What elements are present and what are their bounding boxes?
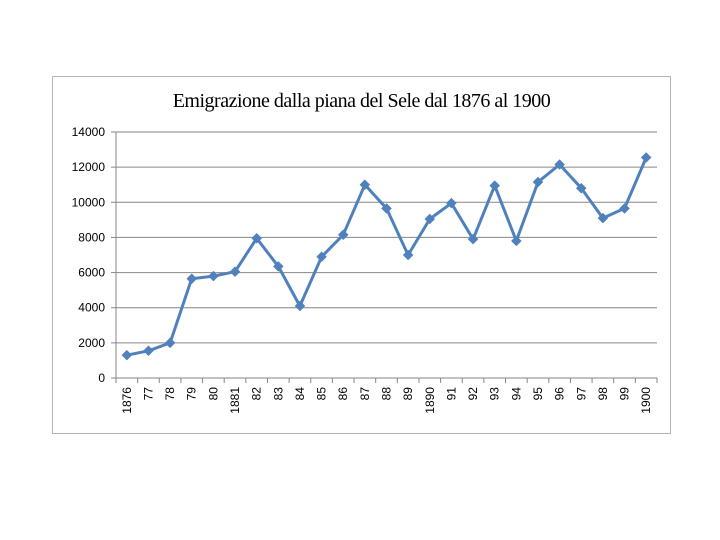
data-point-84 bbox=[294, 300, 306, 312]
gridlines bbox=[116, 131, 657, 344]
xtick-label-84: 84 bbox=[293, 387, 307, 401]
y-tick-labels: 0 2000 4000 6000 8000 10000 12000 14000 bbox=[72, 125, 106, 385]
xtick-label-96: 96 bbox=[553, 387, 567, 401]
xtick-label-91: 91 bbox=[444, 387, 458, 401]
ytick-label-14000: 14000 bbox=[72, 125, 106, 139]
xtick-label-1900: 1900 bbox=[639, 387, 653, 414]
xtick-label-86: 86 bbox=[336, 387, 350, 401]
xtick-label-82: 82 bbox=[250, 387, 264, 401]
chart-frame bbox=[52, 76, 671, 434]
data-point-79 bbox=[186, 273, 198, 285]
xtick-label-77: 77 bbox=[141, 387, 155, 401]
data-point-92 bbox=[467, 233, 479, 245]
ytick-label-2000: 2000 bbox=[78, 336, 105, 350]
data-point-82 bbox=[251, 232, 263, 244]
ytick-label-0: 0 bbox=[98, 371, 105, 385]
xtick-label-1890: 1890 bbox=[423, 387, 437, 414]
xtick-label-89: 89 bbox=[401, 387, 415, 401]
xtick-label-80: 80 bbox=[206, 387, 220, 401]
data-point-97 bbox=[575, 182, 587, 194]
data-point-86 bbox=[337, 229, 349, 241]
xtick-label-83: 83 bbox=[271, 387, 285, 401]
xtick-label-78: 78 bbox=[163, 387, 177, 401]
data-point-77 bbox=[143, 345, 154, 357]
xtick-label-94: 94 bbox=[509, 387, 523, 401]
ytick-label-10000: 10000 bbox=[72, 195, 106, 209]
series-line-0 bbox=[126, 156, 648, 357]
data-point-80 bbox=[208, 270, 219, 282]
xtick-label-1881: 1881 bbox=[228, 387, 242, 414]
data-point-99 bbox=[619, 203, 630, 214]
data-point-98 bbox=[597, 212, 609, 224]
xtick-label-92: 92 bbox=[466, 387, 480, 401]
xtick-label-99: 99 bbox=[618, 387, 632, 401]
data-point-93 bbox=[489, 180, 501, 191]
x-tick-labels: 1876 77 78 79 80 1881 82 83 84 85 86 87 88 89 1890 91 92… bbox=[120, 387, 653, 414]
data-point-83 bbox=[272, 261, 284, 272]
data-point-88 bbox=[381, 203, 392, 214]
ytick-label-6000: 6000 bbox=[78, 266, 105, 280]
series-layer bbox=[121, 152, 652, 361]
axes bbox=[111, 131, 658, 383]
ytick-label-8000: 8000 bbox=[78, 230, 105, 244]
data-point-96 bbox=[554, 159, 565, 170]
data-point-94 bbox=[510, 235, 522, 247]
data-point-1890 bbox=[424, 213, 436, 225]
xtick-label-95: 95 bbox=[531, 387, 545, 401]
xtick-label-88: 88 bbox=[380, 387, 394, 401]
data-point-87 bbox=[359, 179, 371, 191]
xtick-label-1876: 1876 bbox=[120, 387, 134, 414]
data-point-1876 bbox=[121, 349, 133, 361]
xtick-label-85: 85 bbox=[315, 387, 329, 401]
ytick-label-12000: 12000 bbox=[72, 160, 106, 174]
data-point-91 bbox=[446, 197, 457, 209]
data-point-89 bbox=[402, 249, 414, 261]
xtick-label-79: 79 bbox=[185, 387, 199, 401]
data-point-78 bbox=[164, 337, 176, 349]
data-point-85 bbox=[316, 251, 327, 263]
xtick-label-97: 97 bbox=[574, 387, 588, 401]
data-point-95 bbox=[532, 176, 544, 188]
data-point-1881 bbox=[229, 266, 241, 278]
xtick-label-98: 98 bbox=[596, 387, 610, 401]
ytick-label-4000: 4000 bbox=[78, 301, 105, 315]
xtick-label-87: 87 bbox=[358, 387, 372, 401]
xtick-label-93: 93 bbox=[488, 387, 502, 401]
chart-title: Emigrazione dalla piana del Sele dal 187… bbox=[172, 90, 551, 112]
data-point-1900 bbox=[640, 152, 652, 163]
